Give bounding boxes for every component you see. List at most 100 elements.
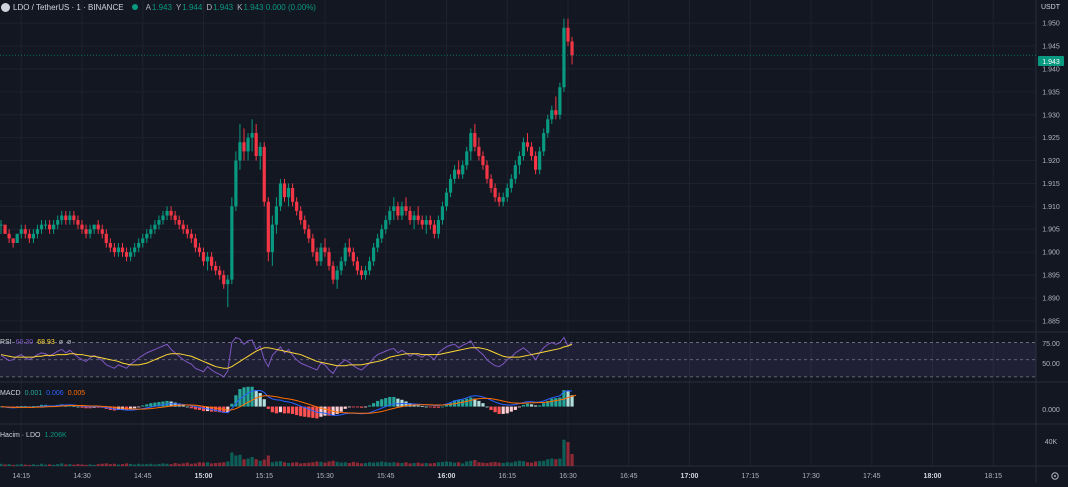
- candle[interactable]: [323, 238, 327, 257]
- candle[interactable]: [416, 206, 420, 225]
- candle[interactable]: [339, 256, 343, 276]
- candle[interactable]: [550, 105, 554, 124]
- candle[interactable]: [448, 174, 453, 198]
- candle[interactable]: [254, 123, 258, 161]
- volume-panel[interactable]: [0, 439, 574, 466]
- candle[interactable]: [165, 206, 169, 221]
- candle[interactable]: [299, 206, 303, 225]
- candle[interactable]: [566, 18, 570, 47]
- candle[interactable]: [96, 220, 100, 234]
- candle[interactable]: [11, 238, 15, 248]
- candle[interactable]: [72, 210, 76, 225]
- candle[interactable]: [291, 183, 295, 207]
- candle[interactable]: [137, 238, 141, 253]
- candle[interactable]: [477, 137, 481, 161]
- candle[interactable]: [27, 229, 31, 243]
- candle[interactable]: [525, 133, 530, 152]
- candle[interactable]: [497, 192, 501, 207]
- candle[interactable]: [270, 215, 274, 266]
- candle[interactable]: [100, 224, 104, 239]
- candle[interactable]: [31, 229, 35, 243]
- candle[interactable]: [412, 210, 416, 230]
- volume-legend[interactable]: Hacim · LDO 1.206K: [0, 432, 71, 439]
- candle[interactable]: [286, 183, 291, 207]
- candle[interactable]: [124, 247, 129, 262]
- candle[interactable]: [521, 137, 526, 161]
- candle[interactable]: [218, 265, 222, 280]
- candle[interactable]: [56, 215, 60, 230]
- time-axis[interactable]: 14:15 14:30 14:45 15:00 15:15 15:30 15:45 16:00…: [12, 473, 1002, 480]
- candle[interactable]: [92, 224, 96, 234]
- candle[interactable]: [177, 215, 181, 230]
- candle[interactable]: [465, 146, 469, 170]
- rsi-ma-line[interactable]: [0, 343, 573, 369]
- candle[interactable]: [367, 256, 372, 276]
- candle[interactable]: [319, 242, 323, 266]
- candle[interactable]: [444, 188, 449, 211]
- candle[interactable]: [489, 174, 493, 193]
- candle[interactable]: [185, 224, 189, 239]
- candle[interactable]: [266, 197, 270, 262]
- candle[interactable]: [424, 215, 428, 234]
- candle[interactable]: [570, 36, 574, 65]
- candle[interactable]: [432, 220, 436, 239]
- macd-panel[interactable]: [0, 386, 577, 419]
- candle[interactable]: [153, 220, 157, 234]
- candle[interactable]: [108, 238, 112, 253]
- candle[interactable]: [501, 192, 505, 207]
- candle[interactable]: [343, 242, 347, 266]
- candle[interactable]: [173, 210, 177, 225]
- rsi-panel[interactable]: [0, 336, 1036, 378]
- candle[interactable]: [372, 242, 376, 266]
- candle[interactable]: [238, 123, 242, 170]
- candle[interactable]: [420, 215, 424, 230]
- price-axis[interactable]: 1.885 1.890 1.895 1.900 1.905 1.910 1.915 1.920…: [1042, 21, 1060, 326]
- price-candles[interactable]: [0, 18, 1036, 308]
- candle[interactable]: [513, 160, 517, 184]
- candle[interactable]: [315, 247, 319, 266]
- candle[interactable]: [149, 224, 153, 239]
- candle[interactable]: [457, 160, 461, 179]
- candle[interactable]: [562, 18, 566, 92]
- candle[interactable]: [205, 252, 210, 271]
- candle[interactable]: [493, 183, 497, 202]
- candle[interactable]: [303, 215, 307, 234]
- candle[interactable]: [335, 265, 339, 289]
- candle[interactable]: [469, 128, 473, 161]
- candle[interactable]: [68, 210, 72, 225]
- candle[interactable]: [262, 142, 266, 207]
- candle[interactable]: [161, 210, 165, 225]
- candle[interactable]: [440, 201, 445, 225]
- candle[interactable]: [242, 128, 246, 161]
- candle[interactable]: [311, 233, 315, 257]
- candle[interactable]: [542, 128, 546, 156]
- candle[interactable]: [396, 201, 400, 221]
- candle[interactable]: [48, 220, 52, 234]
- candle[interactable]: [307, 224, 311, 243]
- candle[interactable]: [376, 233, 380, 253]
- currency-label[interactable]: USDT: [1041, 4, 1061, 11]
- candle[interactable]: [485, 160, 489, 184]
- candle[interactable]: [400, 201, 404, 221]
- candle[interactable]: [534, 151, 538, 175]
- candle[interactable]: [384, 215, 388, 234]
- candle[interactable]: [278, 178, 283, 211]
- candle[interactable]: [380, 224, 384, 243]
- candle[interactable]: [193, 233, 197, 253]
- candle[interactable]: [246, 133, 250, 161]
- candle[interactable]: [181, 220, 185, 234]
- candle[interactable]: [129, 247, 133, 262]
- candle[interactable]: [529, 142, 534, 161]
- candle[interactable]: [0, 220, 3, 234]
- candle[interactable]: [104, 229, 108, 248]
- candle[interactable]: [331, 261, 335, 285]
- candle[interactable]: [35, 224, 40, 239]
- candle[interactable]: [363, 265, 368, 280]
- candle[interactable]: [509, 174, 513, 193]
- candle[interactable]: [39, 220, 44, 234]
- candle[interactable]: [404, 197, 408, 216]
- candle[interactable]: [436, 215, 440, 239]
- candle[interactable]: [15, 233, 19, 243]
- candle[interactable]: [473, 123, 477, 152]
